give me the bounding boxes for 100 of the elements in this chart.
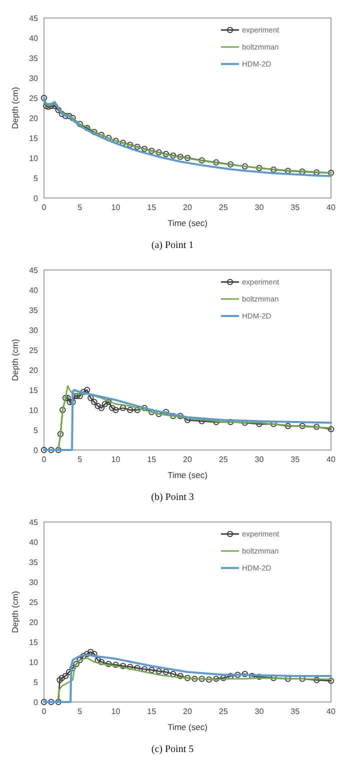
point — [84, 386, 90, 394]
point — [242, 163, 248, 170]
point — [55, 698, 62, 706]
y-tick-label: 15 — [29, 386, 39, 395]
point — [127, 406, 134, 414]
point — [162, 668, 170, 676]
point — [112, 406, 119, 414]
point — [76, 392, 83, 400]
x-tick-label: 10 — [111, 455, 121, 464]
x-tick-label: 30 — [254, 455, 264, 464]
point — [60, 406, 66, 414]
point — [162, 150, 170, 158]
point — [162, 408, 170, 416]
point — [314, 676, 320, 684]
point — [192, 676, 198, 682]
y-tick-label: 5 — [34, 174, 39, 183]
point — [184, 674, 191, 682]
point — [48, 698, 54, 706]
y-tick-label: 10 — [29, 154, 39, 163]
point — [88, 648, 94, 656]
point — [112, 662, 119, 668]
point — [134, 664, 140, 672]
point — [213, 159, 220, 166]
y-tick-label: 45 — [29, 14, 39, 23]
y-tick-label: 25 — [29, 94, 39, 103]
point — [148, 666, 155, 674]
point — [177, 412, 184, 420]
point — [109, 404, 116, 412]
y-tick-label: 0 — [34, 698, 39, 707]
x-tick-label: 30 — [254, 203, 264, 212]
x-tick-label: 20 — [183, 203, 192, 212]
y-tick-label: 40 — [29, 538, 39, 547]
point — [120, 140, 126, 146]
point — [256, 164, 262, 172]
point — [105, 398, 112, 406]
x-tick-label: 10 — [111, 707, 121, 716]
point — [198, 157, 205, 164]
point — [62, 394, 69, 402]
y-tick-label: 40 — [29, 286, 39, 295]
y-tick-label: 5 — [34, 426, 39, 435]
x-tick-label: 0 — [42, 203, 47, 212]
point — [70, 114, 76, 122]
point — [62, 672, 69, 680]
y-tick-label: 30 — [29, 326, 39, 335]
y-tick-label: 0 — [34, 194, 39, 203]
point — [73, 660, 80, 668]
point — [284, 422, 292, 430]
x-tick-label: 5 — [78, 455, 83, 464]
point — [156, 149, 162, 156]
point — [328, 678, 334, 684]
point — [98, 404, 104, 412]
point — [227, 161, 234, 168]
point — [70, 398, 76, 406]
y-tick-label: 45 — [29, 518, 39, 527]
y-axis-title: Depth (cm) — [10, 338, 20, 382]
x-tick-label: 20 — [183, 707, 192, 716]
y-tick-label: 20 — [29, 114, 39, 123]
point — [299, 422, 306, 430]
point — [206, 676, 212, 683]
point — [134, 406, 140, 414]
point — [74, 392, 80, 400]
point — [177, 672, 184, 680]
point — [105, 660, 112, 668]
point — [84, 650, 90, 658]
x-tick-label: 25 — [218, 455, 228, 464]
point — [55, 446, 62, 454]
point — [177, 154, 184, 160]
point — [242, 670, 248, 678]
y-tick-label: 0 — [34, 446, 39, 455]
point — [94, 656, 101, 664]
y-tick-label: 10 — [29, 658, 39, 667]
point — [58, 674, 66, 682]
x-tick-label: 40 — [326, 203, 336, 212]
point — [270, 166, 277, 173]
point — [314, 424, 320, 430]
y-axis-title: Depth (cm) — [10, 86, 20, 130]
point — [170, 412, 176, 420]
y-tick-label: 20 — [29, 618, 39, 627]
point — [170, 152, 176, 159]
x-axis-title: Time (sec) — [168, 722, 208, 732]
point — [91, 398, 98, 406]
point — [220, 674, 226, 682]
y-tick-label: 25 — [29, 598, 39, 607]
point — [55, 106, 62, 114]
y-tick-label: 35 — [29, 306, 39, 315]
point — [227, 672, 234, 680]
point — [94, 402, 101, 410]
point — [40, 446, 48, 454]
point — [184, 154, 191, 162]
point — [198, 676, 205, 682]
text: (a) Point 1 — [151, 240, 194, 251]
text: (b) Point 3 — [151, 492, 194, 503]
y-tick-label: 35 — [29, 558, 39, 567]
x-tick-label: 15 — [147, 707, 157, 716]
x-tick-label: 35 — [290, 707, 300, 716]
y-tick-label: 20 — [29, 366, 39, 375]
point — [328, 170, 334, 176]
point — [48, 446, 54, 454]
point — [234, 672, 241, 678]
x-tick-label: 40 — [326, 455, 336, 464]
